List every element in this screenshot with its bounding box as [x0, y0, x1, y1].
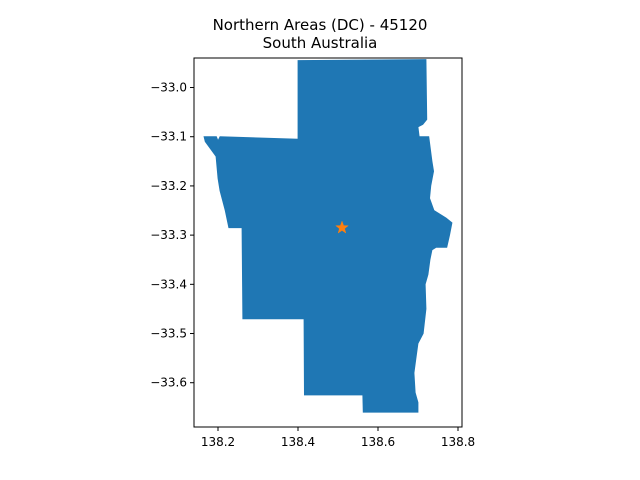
map-title: Northern Areas (DC) - 45120: [212, 16, 428, 34]
y-tick-label: −33.5: [150, 327, 187, 341]
x-tick-label: 138.2: [201, 435, 235, 449]
y-tick-label: −33.0: [150, 81, 187, 95]
y-axis: −33.0 −33.1 −33.2 −33.3 −33.4 −33.5 −33.6: [150, 81, 194, 390]
y-tick-label: −33.2: [150, 179, 187, 193]
map-subtitle: South Australia: [262, 34, 378, 52]
y-tick-label: −33.1: [150, 130, 187, 144]
y-tick-label: −33.3: [150, 228, 187, 242]
y-tick-label: −33.6: [150, 376, 187, 390]
axes-frame: [193, 57, 463, 428]
x-tick-label: 138.4: [281, 435, 315, 449]
y-tick-label: −33.4: [150, 277, 187, 291]
x-tick-label: 138.6: [361, 435, 395, 449]
star-icon: [335, 220, 349, 234]
x-tick-label: 138.8: [441, 435, 475, 449]
x-axis: 138.2 138.4 138.6 138.8: [201, 427, 475, 449]
region-polygon: [203, 59, 453, 413]
